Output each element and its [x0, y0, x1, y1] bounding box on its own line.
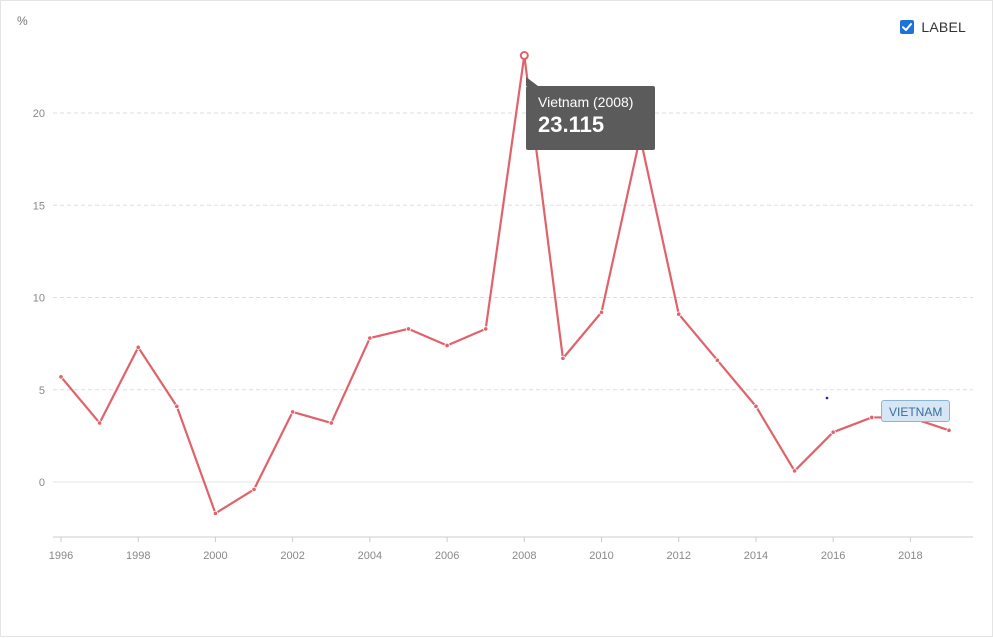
x-tick-label-2018: 2018 [898, 550, 922, 562]
data-point-2005 [405, 326, 412, 332]
tooltip-value: 23.115 [538, 112, 605, 137]
data-point-2016 [830, 429, 836, 435]
x-tick-label-2002: 2002 [280, 550, 304, 562]
x-tick-label-2016: 2016 [821, 550, 845, 562]
data-point-2003 [328, 420, 334, 426]
data-point-1997 [97, 420, 103, 426]
tooltip-pointer [526, 77, 538, 86]
label-toggle[interactable]: LABEL [900, 19, 966, 35]
x-tick-label-2012: 2012 [666, 550, 690, 562]
y-tick-label-20: 20 [33, 108, 45, 120]
x-tick-label-1998: 1998 [126, 550, 150, 562]
tooltip-title: Vietnam (2008) [538, 94, 634, 110]
y-tick-label-10: 10 [33, 293, 45, 305]
x-tick-label-2008: 2008 [512, 550, 536, 562]
data-point-2006 [444, 342, 450, 349]
data-point-2012 [676, 311, 682, 317]
data-point-1999 [174, 403, 180, 409]
data-point-2007 [483, 326, 489, 332]
x-tick-label-2014: 2014 [744, 550, 768, 562]
data-point-2017 [869, 414, 875, 421]
data-point-2008-highlighted [519, 51, 529, 61]
y-tick-label-15: 15 [33, 200, 45, 212]
axes: 0 5 10 15 20 1996 1998 2000 2002 2004 2006 2008 2010… [33, 108, 973, 562]
data-point-2004 [367, 335, 373, 341]
hover-marker [825, 396, 829, 400]
y-tick-label-5: 5 [39, 385, 45, 397]
data-point-2001 [251, 486, 257, 492]
data-point-1998 [135, 344, 141, 350]
x-tick-label-2006: 2006 [435, 550, 459, 562]
gridlines [53, 112, 973, 483]
data-point-2010 [598, 309, 605, 315]
data-point-1996 [58, 374, 64, 380]
series-end-label[interactable]: VIETNAM [881, 400, 951, 422]
y-tick-label-0: 0 [39, 477, 45, 489]
legend-label: LABEL [921, 19, 966, 35]
x-tick-label-2010: 2010 [589, 550, 613, 562]
x-tick-label-2000: 2000 [203, 550, 227, 562]
data-point-2014 [753, 403, 759, 409]
series-layer [58, 51, 952, 516]
data-point-2013 [714, 357, 720, 363]
checkmark-icon[interactable] [900, 20, 915, 34]
data-point-2002 [290, 409, 296, 415]
series-line-vietnam [59, 54, 951, 515]
x-tick-label-1996: 1996 [49, 550, 73, 562]
x-tick-label-2004: 2004 [358, 550, 382, 562]
data-point-2015 [791, 468, 798, 474]
data-tooltip: Vietnam (2008) 23.115 [526, 77, 655, 150]
data-point-2000 [212, 510, 219, 516]
y-axis-unit-label: % [17, 14, 28, 28]
data-point-2019 [946, 427, 952, 433]
data-point-2009 [560, 355, 566, 361]
